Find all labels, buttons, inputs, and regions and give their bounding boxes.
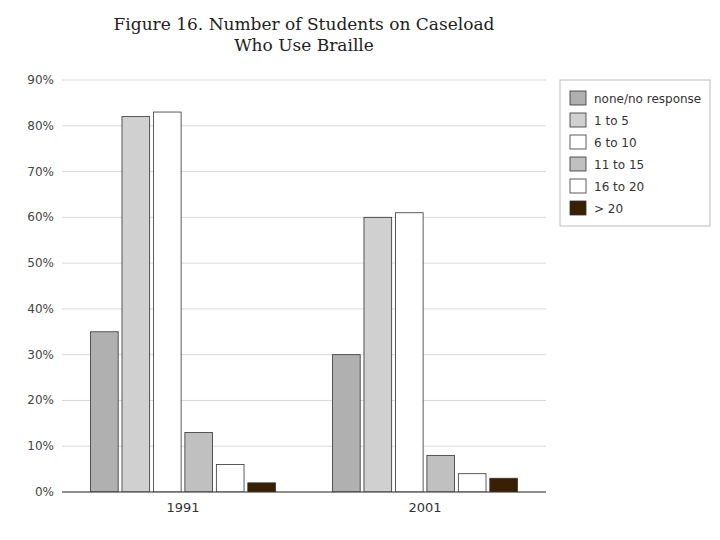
y-tick-label: 70%	[27, 165, 54, 179]
legend-swatch	[570, 135, 586, 149]
x-axis: 1991 2001	[166, 500, 441, 515]
y-tick-label: 60%	[27, 210, 54, 224]
y-tick-label: 90%	[27, 73, 54, 87]
y-tick-label: 40%	[27, 302, 54, 316]
x-tick-label: 2001	[408, 500, 441, 515]
legend-frame	[560, 80, 710, 226]
bar	[427, 455, 455, 492]
bar	[333, 355, 361, 492]
y-tick-label: 80%	[27, 119, 54, 133]
legend-label: 6 to 10	[594, 136, 637, 150]
y-tick-label: 30%	[27, 348, 54, 362]
bar	[153, 112, 181, 492]
bars	[91, 112, 518, 492]
bar	[364, 217, 392, 492]
bar	[216, 465, 244, 492]
bar	[91, 332, 119, 492]
legend-label: none/no response	[594, 92, 701, 106]
legend-swatch	[570, 113, 586, 127]
bar	[490, 478, 518, 492]
legend-label: > 20	[594, 202, 623, 216]
bar	[458, 474, 486, 492]
x-tick-label: 1991	[166, 500, 199, 515]
bar	[395, 213, 423, 492]
legend: none/no response 1 to 5 6 to 10 11 to 15 16 …	[560, 80, 710, 226]
y-tick-label: 10%	[27, 439, 54, 453]
grid-line	[62, 80, 546, 81]
legend-label: 16 to 20	[594, 180, 644, 194]
chart-container: Figure 16. Number of Students on Caseloa…	[0, 0, 720, 540]
legend-label: 11 to 15	[594, 158, 644, 172]
legend-swatch	[570, 157, 586, 171]
bar	[185, 432, 213, 492]
legend-swatch	[570, 179, 586, 193]
chart-svg: Figure 16. Number of Students on Caseloa…	[0, 0, 720, 540]
legend-label: 1 to 5	[594, 114, 629, 128]
legend-swatch	[570, 201, 586, 215]
y-tick-label: 50%	[27, 256, 54, 270]
chart-title: Figure 16. Number of Students on Caseloa…	[114, 14, 495, 55]
y-axis: 0% 10% 20% 30% 40% 50% 60% 70% 80% 90%	[27, 73, 546, 499]
bar	[248, 483, 276, 492]
grid-line	[62, 492, 546, 493]
x-axis-line	[62, 492, 546, 493]
legend-swatch	[570, 91, 586, 105]
y-tick-label: 20%	[27, 393, 54, 407]
bar	[122, 117, 150, 492]
y-tick-label: 0%	[35, 485, 54, 499]
